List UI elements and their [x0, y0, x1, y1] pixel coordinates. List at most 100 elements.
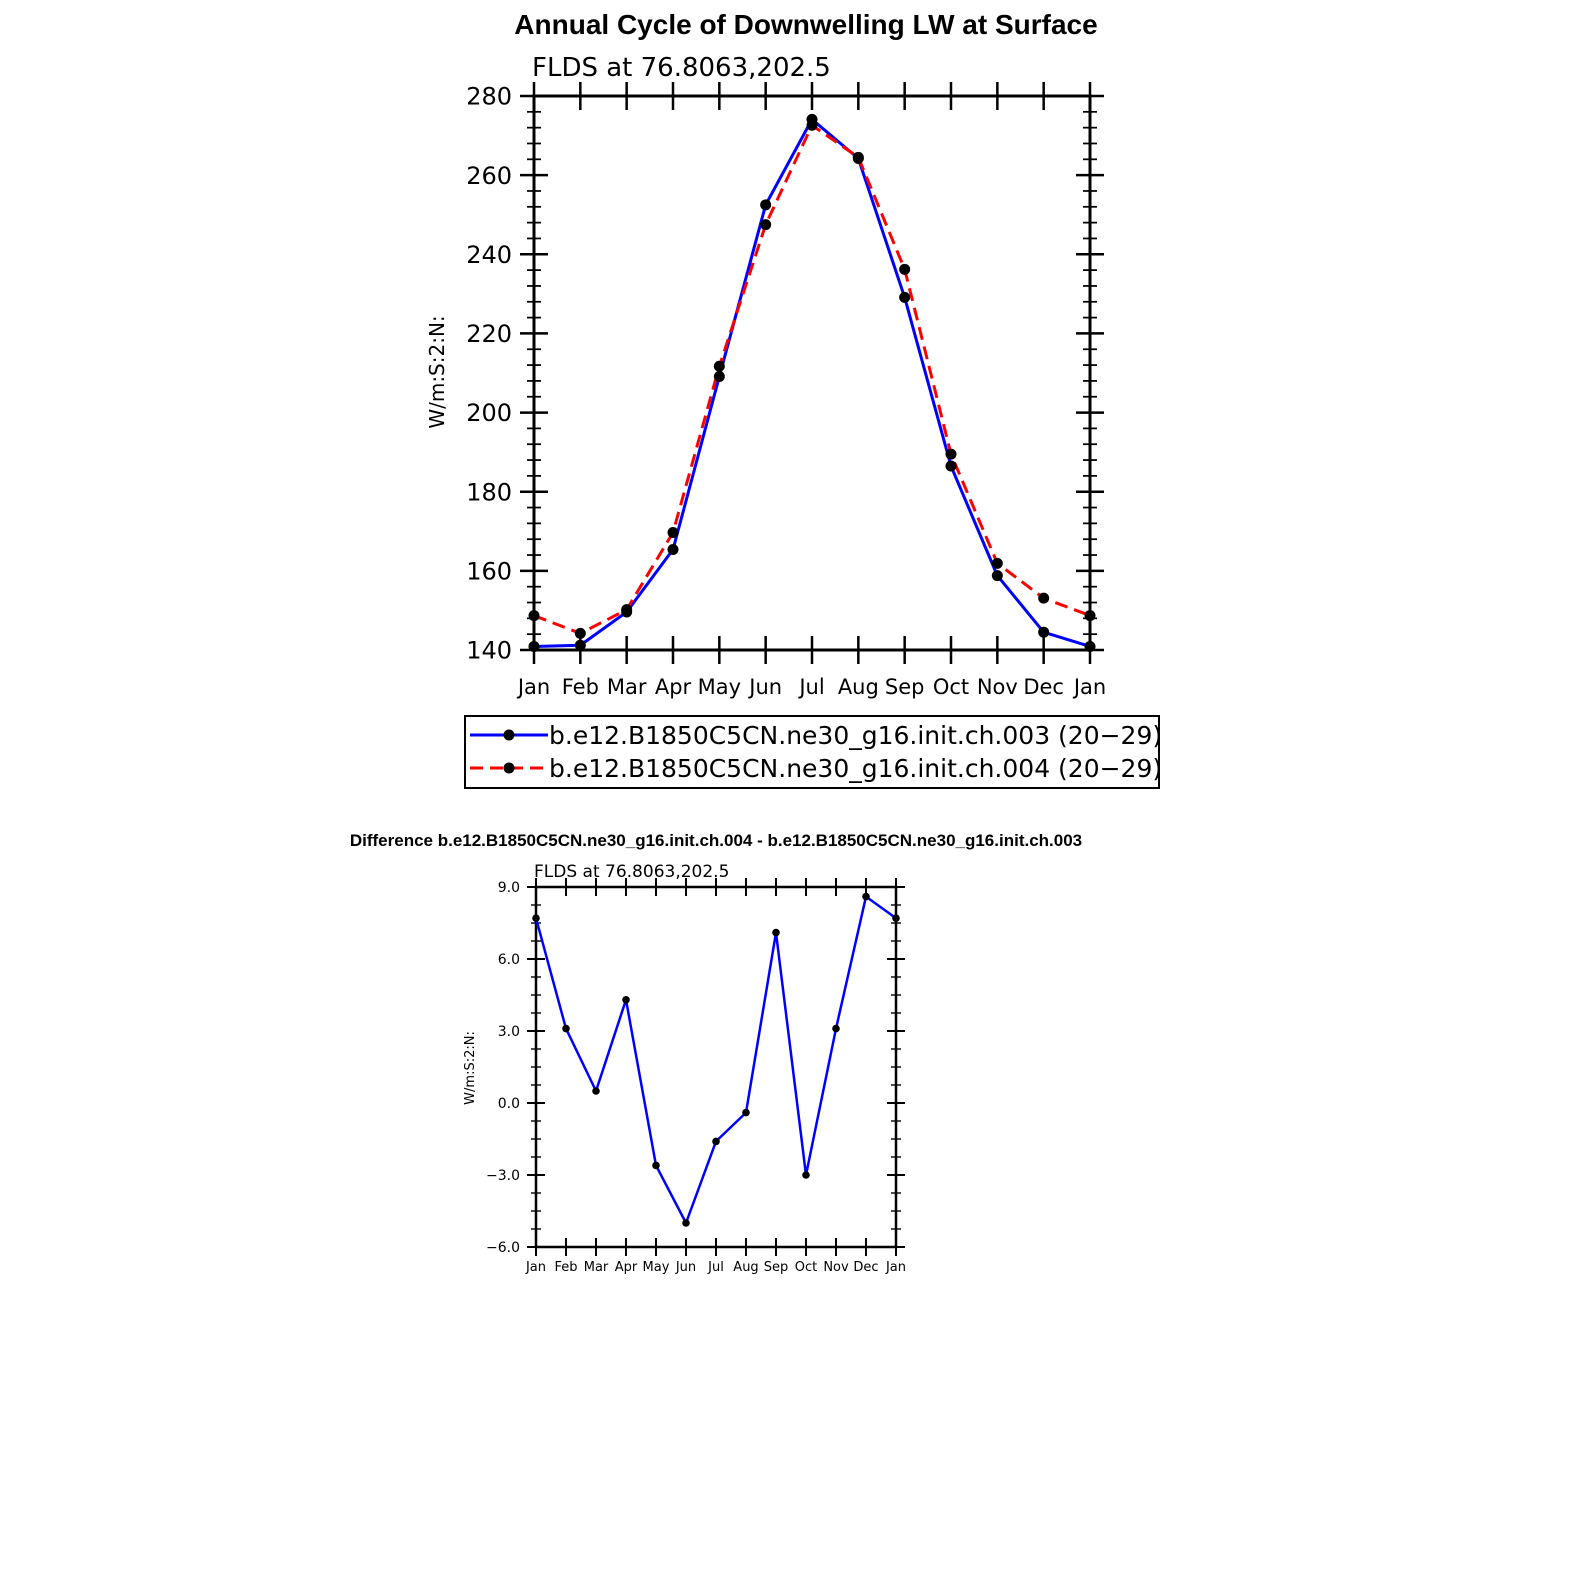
plot-frame	[532, 94, 1092, 652]
y-tick-label: 280	[466, 83, 512, 111]
data-point-series-1	[852, 151, 864, 163]
annual-cycle-chart: Annual Cycle of Downwelling LW at Surfac…	[425, 9, 1162, 789]
x-tick-label: Nov	[977, 675, 1018, 699]
chart-subtitle: FLDS at 76.8063,202.5	[534, 862, 729, 882]
x-tick-label: Feb	[562, 675, 599, 699]
data-point-series-0	[991, 570, 1003, 582]
data-point-series-0	[802, 1171, 810, 1179]
x-tick-label: May	[698, 675, 741, 699]
y-tick-label: 260	[466, 162, 512, 190]
legend-box	[464, 715, 1160, 789]
x-tick-label: May	[643, 1260, 670, 1275]
y-tick-label: −3.0	[486, 1168, 520, 1184]
data-point-series-0	[1038, 626, 1050, 638]
data-point-series-0	[622, 996, 630, 1004]
data-point-series-0	[899, 291, 911, 303]
data-point-series-1	[667, 526, 679, 538]
legend-marker-004	[503, 762, 515, 774]
data-point-series-0	[532, 914, 540, 922]
legend-entry-004: b.e12.B1850C5CN.ne30_g16.init.ch.004 (20…	[470, 754, 1162, 783]
data-point-series-0	[760, 199, 772, 211]
x-tick-label: Mar	[584, 1260, 609, 1275]
y-tick-label: 200	[466, 399, 512, 427]
x-tick-label: Jan	[1072, 675, 1106, 699]
legend: b.e12.B1850C5CN.ne30_g16.init.ch.003 (20…	[464, 715, 1162, 789]
x-tick-label: Jan	[525, 1260, 546, 1275]
x-tick-label: Sep	[764, 1260, 789, 1275]
difference-chart: Difference b.e12.B1850C5CN.ne30_g16.init…	[350, 831, 1082, 1275]
y-tick-label: −6.0	[486, 1240, 520, 1256]
series-line-1	[533, 123, 1091, 635]
series-line-0	[534, 895, 897, 1225]
x-tick-label: Jun	[675, 1260, 696, 1275]
data-point-series-0	[562, 1024, 570, 1033]
data-point-series-1	[899, 263, 911, 275]
y-axis-ticks: −6.0 −3.0 0.0 3.0 6.0 9.0	[486, 880, 905, 1256]
y-axis-label: W/m:S:2:N:	[425, 315, 449, 428]
x-tick-label: Jan	[885, 1260, 906, 1275]
data-point-series-0	[592, 1087, 600, 1095]
y-tick-label: 180	[466, 478, 512, 506]
data-point-series-0	[574, 639, 586, 651]
data-point-series-0	[772, 928, 780, 937]
x-tick-label: Apr	[655, 675, 692, 699]
series-line-0	[533, 117, 1091, 648]
data-point-series-0	[862, 892, 870, 901]
x-tick-label: Nov	[823, 1260, 849, 1275]
series-lines	[532, 892, 900, 1227]
x-tick-label: Feb	[554, 1260, 577, 1275]
x-axis-ticks: Jan Feb Mar Apr May Jun Jul Aug Sep Oct Nov Dec Jan	[525, 878, 906, 1275]
y-tick-label: 9.0	[498, 880, 520, 896]
x-tick-label: Aug	[733, 1260, 758, 1275]
data-point-series-1	[991, 557, 1003, 569]
y-tick-label: 140	[466, 637, 512, 665]
data-point-series-0	[682, 1219, 690, 1227]
data-point-series-1	[574, 627, 586, 639]
series-lines	[528, 113, 1096, 652]
data-point-series-1	[945, 448, 957, 460]
legend-entry-003: b.e12.B1850C5CN.ne30_g16.init.ch.003 (20…	[470, 721, 1162, 750]
y-tick-label: 0.0	[498, 1096, 520, 1112]
legend-label-003: b.e12.B1850C5CN.ne30_g16.init.ch.003 (20…	[549, 721, 1162, 750]
y-tick-label: 3.0	[498, 1024, 520, 1040]
y-tick-label: 240	[466, 241, 512, 269]
x-tick-label: Oct	[795, 1260, 817, 1275]
data-point-series-1	[1038, 592, 1050, 604]
data-point-series-0	[712, 1137, 720, 1146]
data-point-series-1	[806, 119, 818, 131]
x-tick-label: Dec	[853, 1260, 878, 1275]
x-tick-label: Dec	[1023, 675, 1064, 699]
data-point-series-1	[1084, 610, 1096, 622]
data-point-series-0	[832, 1024, 840, 1033]
data-point-series-0	[1084, 640, 1096, 652]
data-point-series-0	[892, 914, 900, 922]
data-point-series-0	[652, 1161, 660, 1170]
data-point-series-0	[713, 371, 725, 383]
y-axis-ticks: 140 160 180 200 220 240 260 280	[466, 83, 1104, 665]
data-point-series-1	[713, 360, 725, 372]
chart-title: Difference b.e12.B1850C5CN.ne30_g16.init…	[350, 831, 1082, 850]
x-tick-label: Jul	[797, 675, 824, 699]
x-tick-label: Mar	[607, 675, 647, 699]
y-tick-label: 220	[466, 320, 512, 348]
data-point-series-1	[760, 219, 772, 231]
x-tick-label: Jun	[747, 675, 782, 699]
chart-title: Annual Cycle of Downwelling LW at Surfac…	[514, 9, 1097, 40]
data-point-series-1	[528, 610, 540, 622]
plot-frame	[534, 885, 898, 1249]
y-tick-label: 6.0	[498, 952, 520, 968]
chart-subtitle: FLDS at 76.8063,202.5	[532, 53, 831, 83]
legend-marker-003	[503, 729, 515, 741]
x-tick-label: Apr	[615, 1260, 638, 1275]
data-point-series-0	[667, 543, 679, 555]
x-tick-label: Jan	[516, 675, 550, 699]
y-axis-label: W/m:S:2:N:	[463, 1031, 478, 1105]
legend-label-004: b.e12.B1850C5CN.ne30_g16.init.ch.004 (20…	[549, 754, 1162, 783]
x-axis-ticks: Jan Feb Mar Apr May Jun Jul Aug Sep Oct Nov Dec Jan	[516, 82, 1106, 699]
x-tick-label: Jul	[707, 1260, 724, 1275]
data-point-series-0	[945, 460, 957, 472]
x-tick-label: Aug	[838, 675, 879, 699]
y-tick-label: 160	[466, 557, 512, 585]
x-tick-label: Oct	[933, 675, 969, 699]
